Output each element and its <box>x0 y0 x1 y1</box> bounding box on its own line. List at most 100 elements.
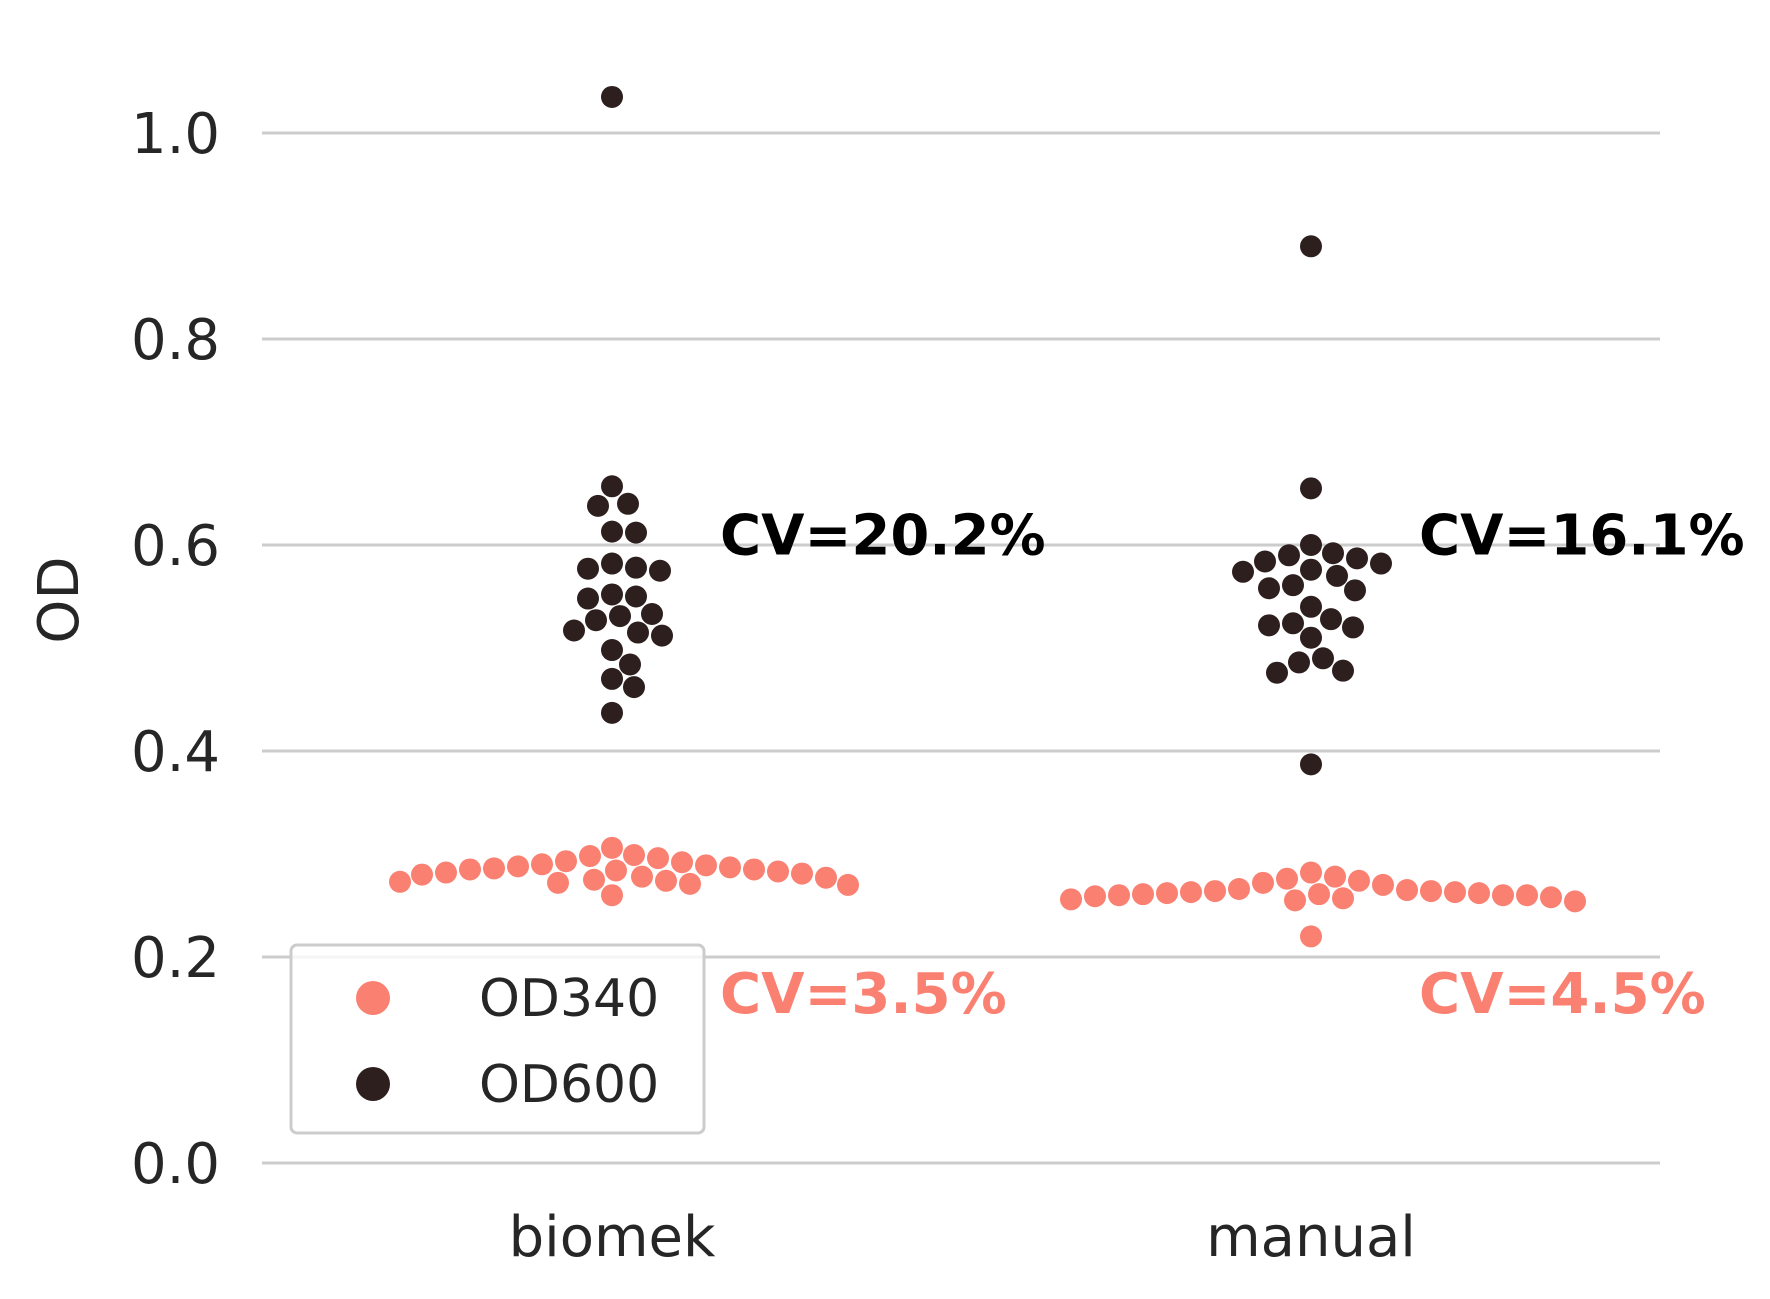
point-od340-manual <box>1372 873 1394 896</box>
point-od340-manual <box>1396 879 1418 902</box>
y-tick-label: 0.8 <box>131 308 220 373</box>
point-od600-biomek <box>585 609 607 632</box>
point-od600-manual <box>1300 558 1322 581</box>
point-od600-biomek <box>619 653 641 676</box>
point-od600-biomek <box>563 619 585 642</box>
point-od600-biomek <box>627 621 649 644</box>
point-od340-biomek <box>743 858 765 881</box>
point-od340-biomek <box>601 836 623 859</box>
point-od600-biomek <box>601 701 623 724</box>
point-od600-manual <box>1320 608 1342 631</box>
point-od340-manual <box>1060 888 1082 911</box>
x-tick-labels: biomek manual <box>509 1205 1416 1270</box>
point-od600-manual <box>1278 544 1300 567</box>
point-od340-manual <box>1132 883 1154 906</box>
legend-marker-od600 <box>356 1067 390 1101</box>
point-od340-biomek <box>695 854 717 877</box>
cv-annotation: CV=4.5% <box>1419 962 1706 1027</box>
point-od600-biomek <box>617 492 639 515</box>
point-od600-biomek <box>609 605 631 628</box>
point-od340-biomek <box>837 873 859 896</box>
point-od340-biomek <box>411 863 433 886</box>
point-od340-manual <box>1492 884 1514 907</box>
point-od600-biomek <box>587 494 609 517</box>
point-od600-biomek <box>577 587 599 610</box>
point-od340-biomek <box>623 844 645 867</box>
point-od340-biomek <box>435 861 457 884</box>
point-od340-manual <box>1252 871 1274 894</box>
legend-frame <box>289 943 706 1135</box>
point-od600-biomek <box>641 603 663 626</box>
y-axis-label: OD <box>27 556 92 643</box>
legend: OD340 OD600 <box>289 943 706 1135</box>
point-od340-biomek <box>605 859 627 882</box>
point-od600-manual <box>1344 579 1366 602</box>
point-od340-manual <box>1156 882 1178 905</box>
point-od600-biomek <box>601 552 623 575</box>
point-od340-manual <box>1348 869 1370 892</box>
y-tick-label: 0.0 <box>131 1132 220 1197</box>
point-od340-manual <box>1332 887 1354 910</box>
point-od340-manual <box>1300 861 1322 884</box>
point-od600-manual <box>1300 534 1322 556</box>
point-od600-manual <box>1300 477 1322 500</box>
point-od340-biomek <box>601 884 623 907</box>
point-od600-biomek <box>625 521 647 544</box>
point-od340-biomek <box>719 856 741 879</box>
x-tick-label: biomek <box>509 1205 716 1270</box>
cv-annotation: CV=16.1% <box>1419 504 1745 569</box>
point-od600-biomek <box>601 475 623 498</box>
point-od600-manual <box>1288 651 1310 674</box>
point-od340-biomek <box>547 871 569 894</box>
point-od600-manual <box>1282 612 1304 635</box>
point-od600-biomek <box>601 639 623 662</box>
point-od600-manual <box>1300 595 1322 618</box>
point-od340-manual <box>1180 881 1202 904</box>
legend-label-od340: OD340 <box>479 969 659 1029</box>
point-od600-manual <box>1346 547 1368 570</box>
y-tick-label: 0.2 <box>131 926 220 991</box>
point-od600-manual <box>1266 661 1288 684</box>
point-od340-biomek <box>647 847 669 870</box>
y-tick-labels: 0.0 0.2 0.4 0.6 0.8 1.0 <box>131 102 220 1197</box>
point-od340-biomek <box>583 868 605 891</box>
y-tick-label: 1.0 <box>131 102 220 167</box>
point-od340-biomek <box>555 850 577 873</box>
point-od340-manual <box>1444 881 1466 904</box>
point-od340-biomek <box>483 857 505 880</box>
point-od600-manual <box>1258 614 1280 637</box>
point-od600-manual <box>1300 626 1322 649</box>
point-od340-manual <box>1324 865 1346 888</box>
point-od600-biomek <box>601 583 623 606</box>
point-od600-biomek <box>649 559 671 582</box>
point-od340-biomek <box>767 860 789 883</box>
x-tick-label: manual <box>1206 1205 1416 1270</box>
data-points <box>389 85 1586 948</box>
point-od340-manual <box>1284 889 1306 912</box>
point-od600-manual <box>1282 574 1304 597</box>
cv-annotation: CV=3.5% <box>720 962 1007 1027</box>
point-od600-biomek <box>601 520 623 543</box>
point-od600-manual <box>1254 550 1276 573</box>
point-od340-biomek <box>679 872 701 895</box>
point-od340-manual <box>1204 880 1226 903</box>
point-od600-manual <box>1326 564 1348 587</box>
point-od600-biomek <box>577 557 599 580</box>
point-od340-biomek <box>507 855 529 878</box>
point-od600-manual <box>1322 542 1344 565</box>
cv-annotations: CV=20.2% CV=3.5% CV=16.1% CV=4.5% <box>720 504 1745 1027</box>
point-od340-manual <box>1516 884 1538 907</box>
point-od600-manual <box>1312 647 1334 670</box>
point-od340-manual <box>1420 880 1442 903</box>
point-od600-biomek <box>625 585 647 608</box>
point-od600-manual <box>1370 552 1392 575</box>
point-od600-manual <box>1258 577 1280 600</box>
point-od340-biomek <box>459 858 481 881</box>
point-od340-biomek <box>815 866 837 889</box>
point-od600-biomek <box>601 85 623 108</box>
y-tick-label: 0.4 <box>131 720 220 785</box>
point-od600-biomek <box>651 624 673 647</box>
point-od340-manual <box>1564 890 1586 913</box>
point-od600-manual <box>1342 616 1364 639</box>
